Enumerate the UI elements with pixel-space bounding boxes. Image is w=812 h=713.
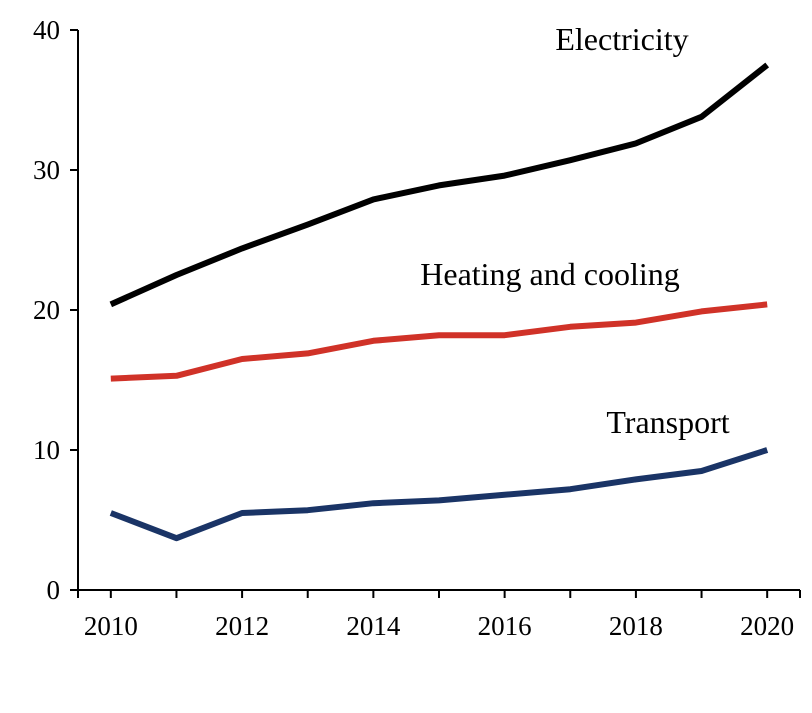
y-tick-label: 20 [33,295,60,325]
series-lines [109,62,770,542]
x-axis-ticks: 2010 2012 2014 2016 2018 2020 [77,590,801,641]
y-tick-label: 0 [47,575,61,605]
series-label-transport: Transport [606,404,729,440]
x-tick-label: 2014 [346,611,401,641]
x-tick-label: 2010 [84,611,138,641]
series-label-heating-and-cooling: Heating and cooling [420,256,679,292]
x-tick-label: 2020 [740,611,794,641]
series-line-transport [109,447,769,542]
series-label-electricity: Electricity [555,21,688,57]
y-tick-label: 10 [33,435,60,465]
y-tick-label: 30 [33,155,60,185]
y-tick-label: 40 [33,15,60,45]
x-tick-label: 2018 [609,611,663,641]
series-line-electricity [109,62,770,308]
axes [77,30,800,591]
series-line-heating-and-cooling [110,301,768,382]
x-tick-label: 2012 [215,611,269,641]
y-axis-ticks: 0 10 20 30 40 [33,15,78,605]
series-labels: Electricity Heating and cooling Transport [420,21,729,440]
x-tick-label: 2016 [478,611,532,641]
